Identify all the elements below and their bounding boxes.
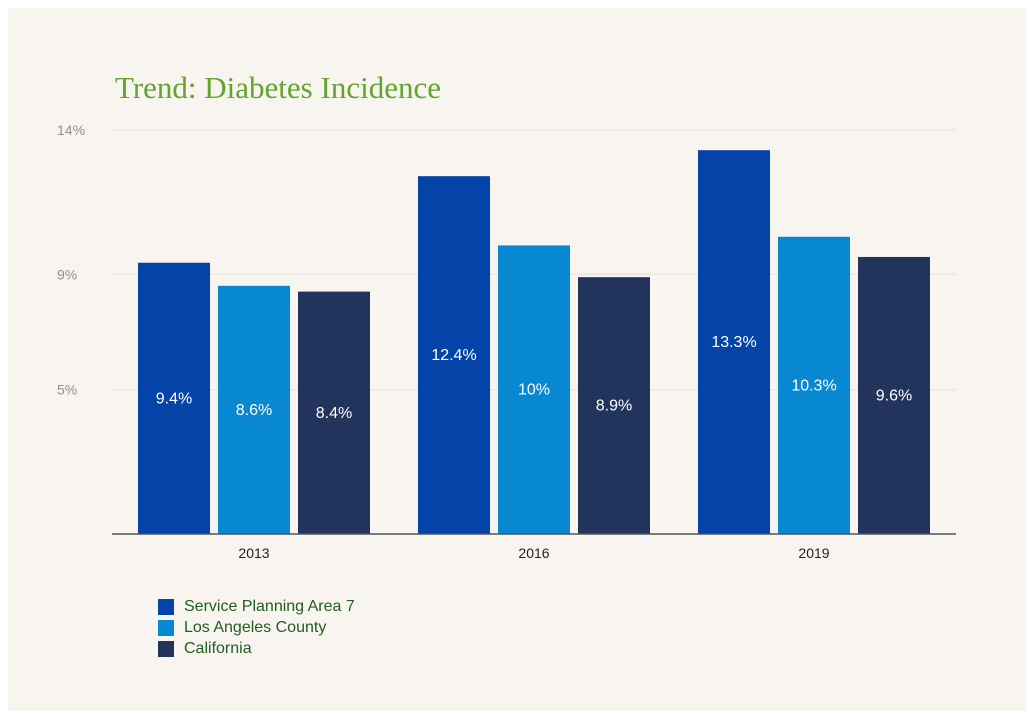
data-label-california-2013: 8.4% — [316, 405, 352, 422]
legend-label-service-planning-area-7: Service Planning Area 7 — [184, 597, 355, 615]
data-label-california-2016: 8.9% — [596, 398, 632, 415]
bar-los-angeles-county-2013 — [218, 285, 290, 534]
data-label-los-angeles-county-2013: 8.6% — [236, 402, 272, 419]
legend: Service Planning Area 7 Los Angeles Coun… — [158, 596, 355, 659]
data-label-california-2019: 9.6% — [876, 387, 912, 404]
bar-california-2019 — [858, 256, 930, 534]
legend-item-service-planning-area-7: Service Planning Area 7 — [158, 596, 355, 617]
bar-los-angeles-county-2016 — [498, 245, 570, 534]
bar-los-angeles-county-2019 — [778, 236, 850, 534]
data-label-service-planning-area-7-2013: 9.4% — [156, 390, 192, 407]
bar-service-planning-area-7-2019 — [698, 150, 770, 534]
x-tick-label-2013: 2013 — [238, 545, 269, 561]
data-label-los-angeles-county-2016: 10% — [518, 382, 550, 399]
bar-california-2016 — [578, 277, 650, 534]
legend-label-los-angeles-county: Los Angeles County — [184, 618, 327, 636]
bar-service-planning-area-7-2016 — [418, 176, 490, 534]
legend-item-california: California — [158, 638, 355, 659]
data-label-los-angeles-county-2019: 10.3% — [791, 377, 836, 394]
y-tick-label-14: 14% — [57, 122, 85, 138]
chart-title: Trend: Diabetes Incidence — [115, 70, 441, 105]
legend-swatch-california — [158, 640, 174, 657]
y-tick-label-5: 5% — [57, 382, 77, 398]
legend-swatch-los-angeles-county — [158, 619, 174, 636]
bar-california-2013 — [298, 291, 370, 534]
y-tick-label-9: 9% — [57, 266, 77, 282]
legend-label-california: California — [184, 639, 252, 657]
data-label-service-planning-area-7-2016: 12.4% — [431, 347, 476, 364]
legend-swatch-service-planning-area-7 — [158, 598, 174, 615]
x-tick-label-2019: 2019 — [798, 545, 829, 561]
legend-item-los-angeles-county: Los Angeles County — [158, 617, 355, 638]
x-tick-label-2016: 2016 — [518, 545, 549, 561]
data-label-service-planning-area-7-2019: 13.3% — [711, 334, 756, 351]
bar-service-planning-area-7-2013 — [138, 262, 210, 534]
